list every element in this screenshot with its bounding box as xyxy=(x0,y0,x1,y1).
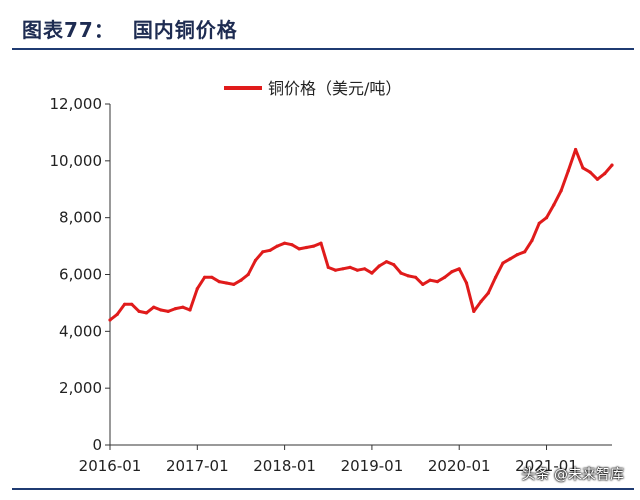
x-tick-label: 2020-01 xyxy=(428,457,491,475)
data-point xyxy=(435,280,439,284)
data-point xyxy=(377,264,381,268)
data-point xyxy=(319,241,323,245)
y-tick-label: 12,000 xyxy=(50,95,103,113)
y-tick-label: 6,000 xyxy=(59,266,102,284)
data-point xyxy=(494,275,498,279)
data-point xyxy=(144,311,148,315)
data-point xyxy=(384,260,389,264)
data-point xyxy=(152,305,156,309)
data-point xyxy=(348,265,352,269)
data-point xyxy=(181,305,185,309)
data-point xyxy=(333,268,338,272)
data-point xyxy=(195,287,199,291)
data-point xyxy=(137,309,141,313)
y-tick-label: 10,000 xyxy=(50,152,103,170)
data-point xyxy=(173,307,178,311)
x-tick-label: 2016-01 xyxy=(79,457,142,475)
watermark: 头条 @未来智库 xyxy=(521,467,624,483)
data-point xyxy=(370,271,374,275)
data-point xyxy=(253,258,258,262)
data-point xyxy=(224,281,228,285)
data-point xyxy=(421,282,425,286)
legend-label: 铜价格（美元/吨） xyxy=(268,79,401,98)
x-tick-label: 2021-01 xyxy=(515,457,578,475)
data-point xyxy=(363,267,367,271)
data-point xyxy=(304,245,308,250)
data-point xyxy=(312,244,316,248)
data-point xyxy=(399,271,403,275)
data-point xyxy=(588,170,592,174)
data-point xyxy=(355,268,359,272)
data-point xyxy=(261,250,265,254)
data-point xyxy=(326,265,330,269)
x-axis-ticks: 2016-01 2017-01 2018-01 2019-01 2020-01 2021-… xyxy=(79,445,578,475)
data-point xyxy=(450,270,454,274)
y-tick-label: 8,000 xyxy=(59,209,102,227)
figure-label: 图表77： xyxy=(22,18,115,42)
data-point xyxy=(232,282,236,286)
data-point xyxy=(515,253,520,257)
data-point xyxy=(123,302,127,306)
axes xyxy=(109,104,612,446)
data-point xyxy=(530,238,534,242)
data-point xyxy=(595,177,600,181)
y-axis-ticks: 0 2,000 4,000 6,000 8,000 10,000 12,000 xyxy=(50,95,110,454)
data-point xyxy=(290,243,294,247)
data-point xyxy=(115,312,119,316)
data-point xyxy=(574,147,578,152)
data-point xyxy=(283,241,287,245)
data-point xyxy=(203,275,207,279)
data-point xyxy=(239,278,243,282)
data-point xyxy=(341,267,345,271)
data-point xyxy=(297,247,301,251)
data-point xyxy=(275,244,279,248)
data-point xyxy=(457,267,461,271)
data-point xyxy=(544,216,549,220)
data-point xyxy=(479,299,483,304)
data-point xyxy=(464,281,469,285)
data-point xyxy=(537,221,541,225)
y-tick-label: 4,000 xyxy=(59,322,102,340)
data-point xyxy=(246,272,250,277)
data-point xyxy=(414,275,418,279)
figure-title: 图表77： 国内铜价格 xyxy=(22,14,238,43)
data-point xyxy=(443,275,447,279)
data-point xyxy=(581,166,585,170)
x-tick-label: 2018-01 xyxy=(253,457,316,475)
data-point xyxy=(603,172,607,176)
data-point xyxy=(166,309,170,313)
y-tick-label: 0 xyxy=(92,436,102,454)
bottom-rule xyxy=(12,488,634,490)
x-tick-label: 2019-01 xyxy=(341,457,404,475)
y-tick-label: 2,000 xyxy=(59,379,102,397)
figure-title-text: 国内铜价格 xyxy=(132,18,238,42)
data-point xyxy=(501,261,505,265)
data-point xyxy=(130,302,134,306)
data-point xyxy=(552,203,556,207)
data-point xyxy=(108,318,112,322)
copper-price-line xyxy=(108,148,614,322)
data-point xyxy=(508,257,512,261)
data-point xyxy=(559,189,563,193)
data-point xyxy=(406,274,410,278)
data-point xyxy=(210,275,214,279)
series-group xyxy=(108,147,614,322)
legend: 铜价格（美元/吨） xyxy=(224,79,401,98)
data-point xyxy=(268,248,272,252)
data-point xyxy=(428,278,432,282)
data-point xyxy=(159,308,163,312)
data-point xyxy=(217,280,221,284)
x-tick-label: 2017-01 xyxy=(166,457,229,475)
title-rule xyxy=(12,48,634,50)
data-point xyxy=(566,169,570,173)
data-point xyxy=(188,308,192,312)
data-point xyxy=(486,291,490,295)
data-point xyxy=(523,250,527,254)
data-point xyxy=(610,163,614,167)
data-point xyxy=(472,309,476,313)
data-point xyxy=(392,263,396,267)
